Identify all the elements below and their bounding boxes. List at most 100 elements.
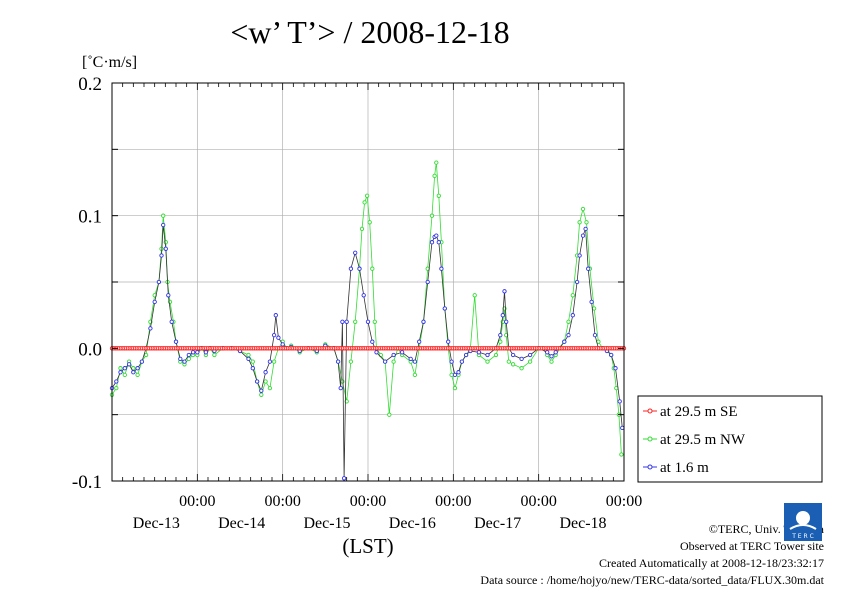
data-point	[566, 332, 571, 338]
data-point	[374, 350, 379, 355]
data-point	[452, 385, 458, 391]
data-point	[267, 359, 273, 364]
data-point	[122, 372, 127, 378]
data-point	[341, 476, 347, 481]
y-tick-label: 0.2	[78, 74, 102, 95]
legend-label: at 29.5 m SE	[660, 404, 738, 420]
data-point	[562, 339, 567, 344]
terc-logo-icon: T E R C	[784, 503, 822, 541]
data-point	[408, 356, 413, 362]
data-point	[591, 306, 597, 311]
data-point	[580, 206, 586, 212]
data-point	[353, 319, 358, 324]
data-point	[344, 319, 349, 324]
y-tick-label: 0.1	[78, 207, 102, 228]
data-point	[250, 359, 255, 364]
data-point	[570, 313, 575, 318]
data-point	[387, 412, 392, 417]
x-tick-date-label: Dec-15	[303, 515, 350, 532]
data-point	[456, 370, 461, 375]
x-tick-time-label: 00:00	[606, 493, 642, 510]
data-point	[519, 356, 524, 362]
series-line	[111, 162, 622, 455]
series-layer	[109, 160, 627, 481]
chart-title: <w’ T’> / 2008-12-18	[230, 14, 510, 50]
data-point	[498, 332, 503, 338]
data-point	[459, 359, 465, 364]
created-text: Created Automatically at 2008-12-18/23:3…	[599, 556, 824, 570]
data-point	[442, 306, 447, 311]
series-line	[111, 224, 623, 479]
data-point	[163, 246, 168, 251]
svg-text:T E R C: T E R C	[791, 533, 814, 540]
data-point	[498, 339, 503, 344]
x-tick-time-label: 00:00	[350, 493, 386, 510]
data-point	[432, 173, 437, 179]
data-point	[619, 452, 624, 457]
data-point	[370, 339, 375, 344]
y-tick-label: 0.0	[78, 339, 102, 360]
data-point	[161, 213, 166, 218]
data-point	[203, 350, 209, 355]
data-point	[114, 379, 119, 384]
data-point	[463, 352, 469, 358]
data-point	[570, 293, 575, 298]
data-point	[449, 372, 454, 378]
data-point	[152, 299, 157, 305]
data-point	[114, 385, 119, 391]
data-point	[439, 266, 444, 271]
x-tick-date-label: Dec-14	[218, 515, 265, 532]
x-tick-time-label: 00:00	[179, 493, 215, 510]
data-point	[527, 359, 533, 364]
data-point	[122, 366, 127, 371]
data-point	[434, 160, 439, 165]
data-point	[510, 352, 516, 358]
data-point	[190, 350, 196, 355]
data-point	[527, 352, 533, 358]
data-point	[353, 250, 358, 255]
data-point	[506, 359, 511, 364]
data-point	[367, 220, 372, 225]
x-tick-time-label: 00:00	[264, 493, 300, 510]
data-point	[586, 266, 591, 271]
data-point	[276, 335, 281, 340]
data-point	[412, 372, 418, 378]
legend: at 29.5 m SE at 29.5 m NW at 1.6 m	[637, 395, 823, 483]
data-point	[620, 425, 625, 431]
x-tick-time-label: 00:00	[520, 493, 556, 510]
data-point	[182, 359, 187, 364]
data-point	[584, 220, 589, 225]
data-point	[118, 366, 123, 371]
data-point	[267, 385, 273, 391]
data-point	[365, 319, 371, 324]
data-point	[139, 359, 145, 364]
data-point	[519, 366, 524, 371]
series-0	[109, 346, 627, 351]
data-point	[362, 200, 367, 205]
data-point	[452, 372, 458, 378]
data-point	[510, 362, 516, 367]
data-point	[186, 356, 191, 362]
data-point	[589, 299, 594, 305]
data-point	[449, 359, 454, 364]
data-point	[577, 220, 582, 225]
legend-marker	[647, 436, 653, 442]
data-point	[254, 379, 260, 384]
data-point	[391, 359, 396, 364]
legend-box	[637, 395, 823, 483]
data-point	[472, 293, 477, 298]
data-point	[553, 350, 558, 355]
x-tick-time-label: 00:00	[435, 493, 471, 510]
data-point	[212, 352, 217, 358]
data-point	[545, 350, 550, 355]
data-point	[148, 326, 153, 331]
data-point	[566, 319, 571, 324]
data-point	[246, 352, 251, 358]
data-point	[382, 359, 388, 364]
data-point	[476, 350, 482, 355]
data-point	[613, 366, 618, 371]
x-axis-label: (LST)	[342, 534, 393, 558]
data-point	[412, 359, 418, 364]
data-point	[434, 233, 439, 238]
